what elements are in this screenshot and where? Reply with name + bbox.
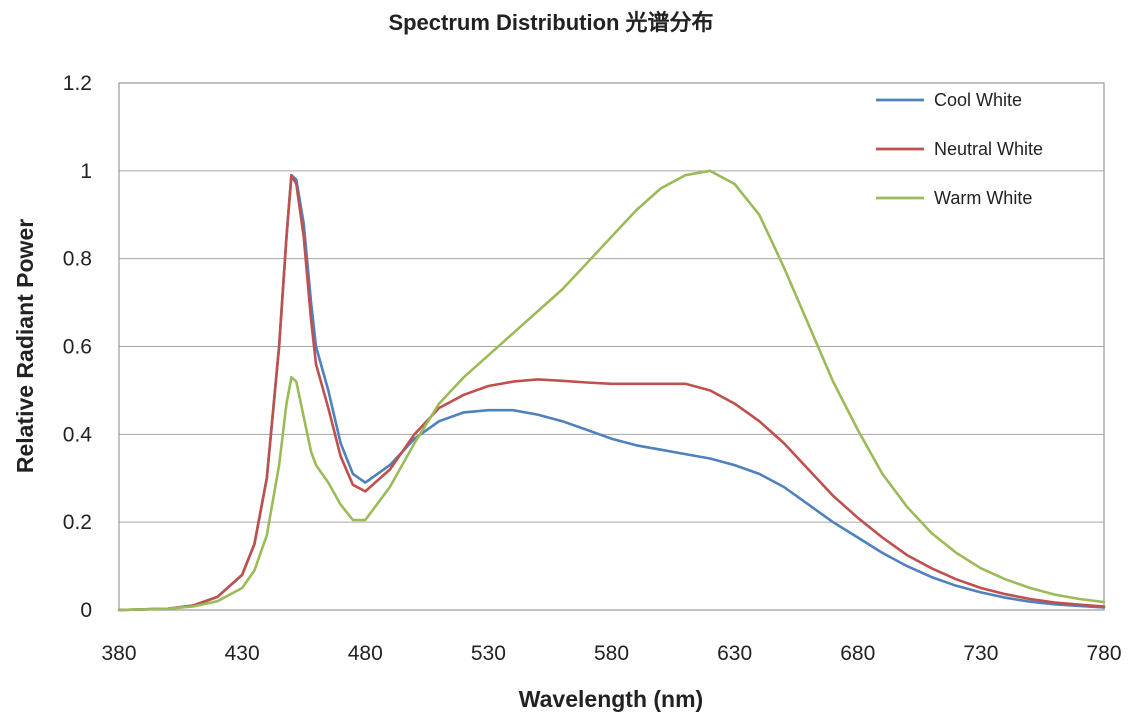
y-tick-label: 0.2 <box>63 511 92 534</box>
series-line-cool-white <box>117 173 1106 612</box>
x-axis-tick-labels: 380 430 480 530 580 630 680 730 780 <box>101 642 1121 665</box>
x-tick-label: 530 <box>471 642 506 665</box>
x-axis-title: Wavelength (nm) <box>519 686 703 712</box>
y-tick-label: 1 <box>80 160 92 183</box>
y-axis-title: Relative Radiant Power <box>12 219 38 473</box>
x-tick-label: 480 <box>348 642 383 665</box>
x-tick-label: 430 <box>225 642 260 665</box>
x-tick-label: 580 <box>594 642 629 665</box>
x-tick-label: 380 <box>101 642 136 665</box>
legend: Cool White Neutral White Warm White <box>876 90 1043 208</box>
legend-label: Neutral White <box>934 139 1043 159</box>
y-axis-tick-labels: 0 0.2 0.4 0.6 0.8 1 1.2 <box>63 72 93 622</box>
series-lines <box>117 169 1106 612</box>
legend-label: Warm White <box>934 188 1032 208</box>
x-tick-label: 630 <box>717 642 752 665</box>
y-tick-label: 0.4 <box>63 423 93 446</box>
y-tick-label: 0.8 <box>63 248 92 271</box>
y-tick-label: 1.2 <box>63 72 92 95</box>
y-tick-label: 0 <box>80 599 92 622</box>
series-line-warm-white <box>117 169 1106 612</box>
x-tick-label: 780 <box>1086 642 1121 665</box>
x-tick-label: 730 <box>963 642 998 665</box>
x-tick-label: 680 <box>840 642 875 665</box>
legend-label: Cool White <box>934 90 1022 110</box>
plot-area-frame <box>118 82 1105 611</box>
series-line-neutral-white <box>117 173 1106 612</box>
chart-title: Spectrum Distribution 光谱分布 <box>388 10 713 35</box>
y-tick-label: 0.6 <box>63 336 92 359</box>
